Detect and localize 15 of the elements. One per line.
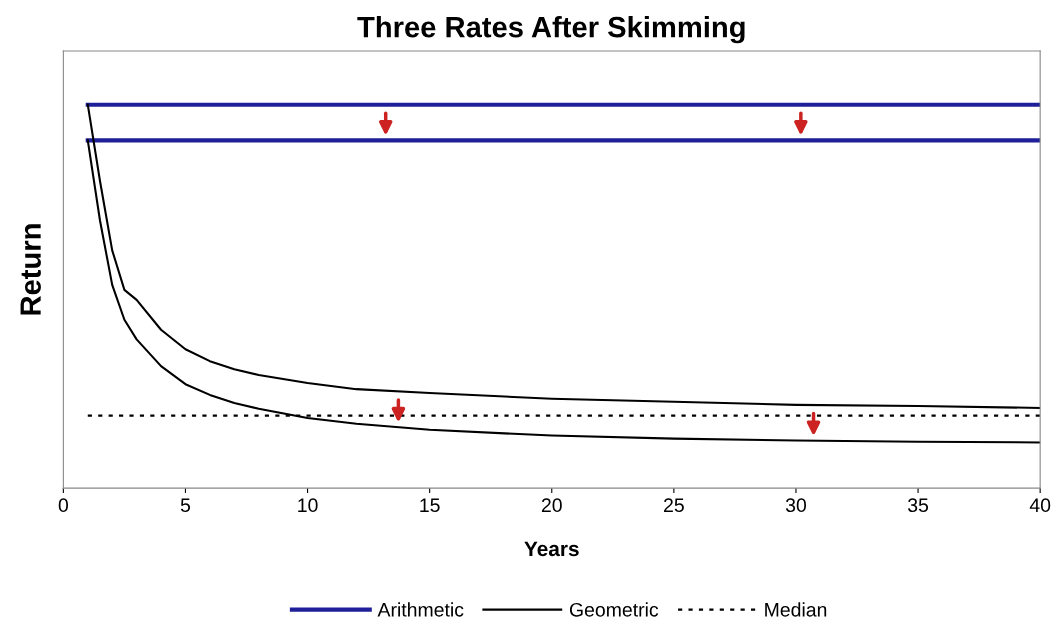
x-tick-label: 25 [664, 498, 684, 513]
x-tick-label: 10 [298, 498, 318, 513]
x-tick-label: 40 [1029, 498, 1051, 513]
x-tick-label: 0 [58, 498, 69, 513]
y-axis-title: Return [20, 224, 41, 315]
chart-title: Three Rates After Skimming [357, 16, 745, 44]
legend-label: Median [765, 602, 827, 617]
x-axis-title: Years [524, 541, 579, 557]
legend-label: Geometric [569, 602, 659, 617]
x-tick-label: 35 [907, 498, 929, 513]
legend-label: Arithmetic [377, 602, 464, 617]
x-tick-label: 5 [180, 498, 191, 513]
x-tick-label: 20 [541, 498, 562, 513]
x-tick-label: 30 [785, 498, 807, 513]
x-tick-label: 15 [420, 498, 440, 513]
